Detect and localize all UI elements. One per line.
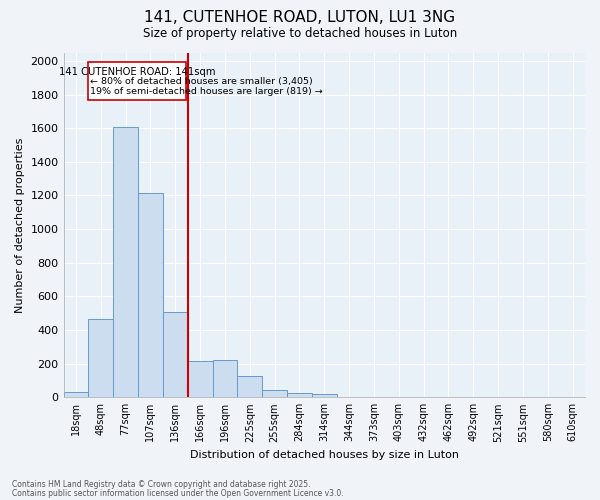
Bar [88,319,113,398]
Bar [188,361,212,398]
Bar [312,394,337,398]
Y-axis label: Number of detached properties: Number of detached properties [15,137,25,312]
Text: Contains public sector information licensed under the Open Government Licence v3: Contains public sector information licen… [12,488,344,498]
Text: Contains HM Land Registry data © Crown copyright and database right 2025.: Contains HM Land Registry data © Crown c… [12,480,311,489]
Bar [113,126,138,398]
Bar [212,360,238,398]
Bar [238,376,262,398]
FancyBboxPatch shape [88,62,187,100]
Text: 141 CUTENHOE ROAD: 141sqm: 141 CUTENHOE ROAD: 141sqm [59,66,215,76]
Bar [262,390,287,398]
Bar [138,193,163,398]
Text: 19% of semi-detached houses are larger (819) →: 19% of semi-detached houses are larger (… [91,86,323,96]
Bar [163,312,188,398]
X-axis label: Distribution of detached houses by size in Luton: Distribution of detached houses by size … [190,450,459,460]
Text: ← 80% of detached houses are smaller (3,405): ← 80% of detached houses are smaller (3,… [91,76,313,86]
Text: Size of property relative to detached houses in Luton: Size of property relative to detached ho… [143,28,457,40]
Bar [287,393,312,398]
Text: 141, CUTENHOE ROAD, LUTON, LU1 3NG: 141, CUTENHOE ROAD, LUTON, LU1 3NG [145,10,455,25]
Bar [64,392,88,398]
